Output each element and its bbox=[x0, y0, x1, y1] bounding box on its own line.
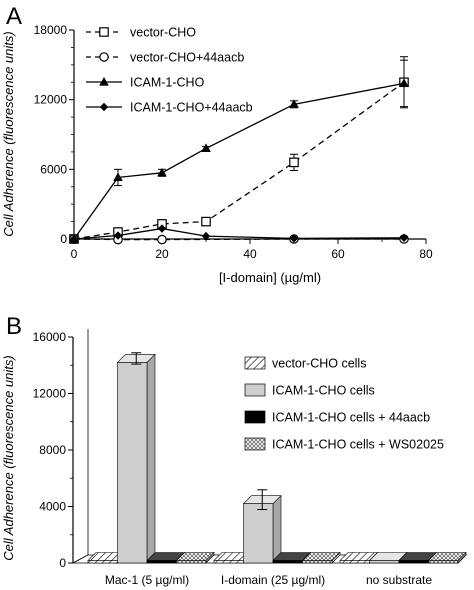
legend-item-icam-1-cho-cells: ICAM-1-CHO cells bbox=[244, 383, 375, 398]
data-point bbox=[157, 234, 167, 245]
legend-swatch bbox=[244, 356, 266, 370]
data-point bbox=[157, 167, 167, 177]
legend-item-icam-1-cho-44aacb: ICAM-1-CHO+44aacb bbox=[86, 101, 253, 115]
legend-item-vector-cho: vector-CHO bbox=[86, 26, 196, 40]
series-line-icam-1-cho-44aacb bbox=[73, 227, 405, 240]
bar-front-face bbox=[213, 560, 244, 564]
legend-item-icam-1-cho-cells-44aacb: ICAM-1-CHO cells + 44aacb bbox=[244, 410, 430, 425]
bar-group-i-domain-25-g-ml: I-domain (25 µg/ml) bbox=[213, 489, 341, 587]
panel-a-y-tick-label: 12000 bbox=[34, 93, 68, 107]
bar-icam-1-cho-cells-ws02025 bbox=[175, 551, 215, 564]
panel-a-y-tick-label: 18000 bbox=[34, 23, 68, 37]
series-icam-1-cho bbox=[69, 59, 409, 243]
bar-group-no-substrate: no substrate bbox=[339, 551, 467, 587]
panel-b-label: B bbox=[6, 313, 22, 340]
bar-side-face bbox=[146, 353, 156, 564]
legend-swatch bbox=[244, 383, 266, 397]
legend-label: vector-CHO bbox=[130, 26, 196, 40]
bar-icam-1-cho-cells-ws02025 bbox=[427, 551, 467, 564]
legend-label: vector-CHO cells bbox=[272, 357, 366, 371]
bar-front-face bbox=[369, 560, 400, 564]
data-point bbox=[157, 224, 167, 233]
legend-marker bbox=[99, 102, 109, 112]
bar-front-face bbox=[339, 560, 370, 564]
bar-front-face bbox=[87, 560, 118, 564]
panel-a-x-tick-label: 0 bbox=[71, 247, 78, 261]
bar-front-face bbox=[272, 560, 303, 564]
bar-front-face bbox=[302, 560, 333, 564]
panel-b-y-tick-label: 16000 bbox=[33, 330, 67, 344]
category-label: no substrate bbox=[366, 573, 432, 587]
data-point bbox=[201, 143, 211, 153]
panel-b-legend: vector-CHO cells ICAM-1-CHO cells ICAM-1-C… bbox=[244, 356, 444, 452]
data-point bbox=[289, 234, 299, 243]
legend-label: ICAM-1-CHO bbox=[130, 76, 205, 90]
panel-b-y-tick-label: 8000 bbox=[39, 443, 66, 457]
bar-front-face bbox=[146, 560, 177, 564]
bar-icam-1-cho-cells bbox=[116, 352, 156, 564]
bar-front-face bbox=[117, 362, 148, 564]
legend-item-vector-cho-44aacb: vector-CHO+44aacb bbox=[86, 51, 244, 65]
data-point bbox=[289, 157, 299, 168]
bar-side-face bbox=[272, 494, 282, 564]
legend-item-icam-1-cho: ICAM-1-CHO bbox=[86, 76, 205, 90]
panel-a-label: A bbox=[6, 3, 22, 30]
panel-a-y-tick-label: 6000 bbox=[40, 162, 67, 176]
data-point bbox=[399, 78, 409, 88]
panel-b-y-axis-label: Cell Adherence (fluorescence units) bbox=[1, 355, 16, 560]
bar-front-face bbox=[243, 503, 274, 564]
bar-icam-1-cho-cells bbox=[242, 489, 282, 564]
panel-b-y-tick-label: 0 bbox=[59, 556, 66, 570]
panel-a-x-tick-label: 60 bbox=[331, 247, 345, 261]
data-point bbox=[113, 172, 123, 182]
legend-item-vector-cho-cells: vector-CHO cells bbox=[244, 356, 366, 371]
panel-a-y-axis-label: Cell Adherence (fluorescence units) bbox=[1, 31, 16, 236]
legend-swatch bbox=[244, 437, 266, 451]
panel-a-x-tick-label: 40 bbox=[243, 247, 257, 261]
panel-a-x-tick-label: 80 bbox=[419, 247, 433, 261]
data-point bbox=[113, 231, 123, 240]
panel-a-legend: vector-CHO vector-CHO+44aacb ICAM-1-CHO ICA… bbox=[86, 26, 253, 115]
legend-label: vector-CHO+44aacb bbox=[130, 51, 244, 65]
panel-b: B Cell Adherence (fluorescence units) 0 4… bbox=[1, 313, 467, 587]
bar-front-face bbox=[176, 560, 207, 564]
legend-label: ICAM-1-CHO cells + WS02025 bbox=[272, 438, 444, 452]
category-label: Mac-1 (5 µg/ml) bbox=[105, 573, 189, 587]
bar-group-mac-1-5-g-ml: Mac-1 (5 µg/ml) bbox=[87, 352, 215, 587]
legend-swatch bbox=[244, 410, 266, 424]
data-point bbox=[201, 231, 211, 241]
series-vector-cho bbox=[69, 56, 409, 244]
data-point bbox=[69, 234, 79, 244]
legend-label: ICAM-1-CHO cells bbox=[272, 384, 375, 398]
legend-label: ICAM-1-CHO+44aacb bbox=[130, 101, 253, 115]
series-line-icam-1-cho bbox=[73, 82, 405, 240]
data-point bbox=[399, 233, 409, 243]
legend-marker bbox=[99, 27, 109, 37]
data-point bbox=[289, 99, 299, 108]
data-point bbox=[201, 216, 211, 227]
panel-a: A Cell Adherence (fluorescence units) [I… bbox=[1, 3, 433, 285]
panel-a-x-axis-label: [I-domain] (µg/ml) bbox=[219, 270, 321, 285]
legend-label: ICAM-1-CHO cells + 44aacb bbox=[272, 411, 430, 425]
legend-item-icam-1-cho-cells-ws02025: ICAM-1-CHO cells + WS02025 bbox=[244, 437, 444, 452]
category-label: I-domain (25 µg/ml) bbox=[221, 573, 325, 587]
panel-a-y-tick-label: 0 bbox=[60, 232, 67, 246]
panel-b-y-tick-label: 4000 bbox=[39, 500, 66, 514]
legend-marker bbox=[99, 52, 109, 62]
bar-front-face bbox=[428, 560, 459, 564]
series-line-vector-cho bbox=[73, 81, 405, 240]
panel-a-x-tick-label: 20 bbox=[155, 247, 169, 261]
panel-b-y-tick-label: 12000 bbox=[33, 387, 67, 401]
legend-marker bbox=[99, 77, 109, 86]
series-icam-1-cho-44aacb bbox=[69, 224, 409, 244]
bar-icam-1-cho-cells-ws02025 bbox=[301, 551, 341, 564]
bar-front-face bbox=[398, 560, 429, 564]
